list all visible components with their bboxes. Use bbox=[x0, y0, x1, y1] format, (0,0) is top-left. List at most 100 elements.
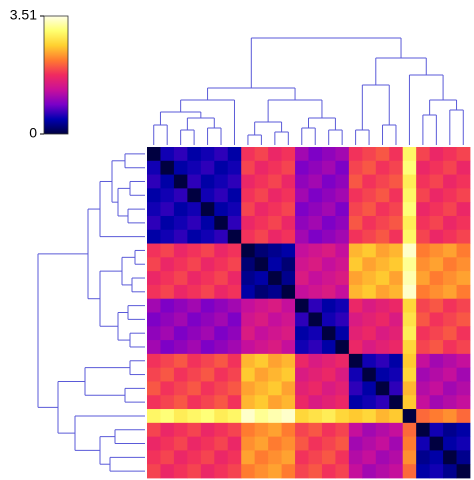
heat-cell bbox=[254, 312, 269, 327]
heat-cell bbox=[429, 298, 444, 313]
heat-cell bbox=[268, 450, 282, 465]
heat-cell bbox=[429, 381, 444, 396]
heat-cell bbox=[389, 326, 404, 341]
heat-cell bbox=[214, 202, 229, 217]
heat-cell bbox=[160, 367, 175, 382]
heat-cell bbox=[456, 284, 471, 300]
heat-cell bbox=[268, 312, 282, 327]
heat-cell bbox=[214, 257, 229, 272]
heat-cell bbox=[429, 367, 444, 382]
heat-cell bbox=[348, 215, 363, 231]
heat-cell bbox=[295, 464, 309, 479]
heat-cell bbox=[200, 147, 215, 162]
heat-cell bbox=[160, 326, 175, 341]
heat-cell bbox=[362, 436, 377, 451]
heat-cell bbox=[348, 202, 363, 217]
heat-cell bbox=[429, 229, 444, 244]
heat-cell bbox=[348, 340, 363, 355]
heat-cell bbox=[402, 326, 417, 341]
heat-cell bbox=[147, 436, 161, 451]
heat-cell bbox=[443, 160, 457, 175]
heat-cell bbox=[241, 284, 256, 300]
heat-cell bbox=[295, 147, 309, 162]
heat-cell bbox=[295, 160, 309, 175]
heat-cell bbox=[241, 409, 256, 424]
heat-cell bbox=[443, 215, 457, 231]
heat-cell bbox=[281, 353, 296, 369]
heat-cell bbox=[241, 381, 256, 396]
heat-cell bbox=[160, 257, 175, 272]
heat-cell bbox=[281, 340, 296, 355]
heat-cell bbox=[214, 409, 229, 424]
heat-cell bbox=[147, 215, 161, 231]
heat-cell bbox=[147, 367, 161, 382]
heat-cell bbox=[268, 464, 282, 479]
heat-cell bbox=[375, 229, 390, 244]
heat-cell bbox=[308, 298, 323, 313]
heat-cell bbox=[456, 367, 471, 382]
heat-cell bbox=[308, 147, 323, 162]
heat-cell bbox=[375, 395, 390, 410]
heat-cell bbox=[335, 243, 350, 258]
heat-cell bbox=[335, 298, 350, 313]
heat-cell bbox=[268, 284, 282, 300]
heat-cell bbox=[429, 422, 444, 438]
heat-cell bbox=[429, 188, 444, 203]
heat-cell bbox=[187, 436, 202, 451]
heat-cell bbox=[429, 284, 444, 300]
heat-cell bbox=[173, 422, 188, 438]
heat-cell bbox=[335, 312, 350, 327]
heat-cell bbox=[241, 367, 256, 382]
heat-cell bbox=[335, 422, 350, 438]
heat-cell bbox=[295, 284, 309, 300]
heat-cell bbox=[295, 188, 309, 203]
heat-cell bbox=[402, 409, 417, 424]
heat-cell bbox=[416, 381, 431, 396]
heat-cell bbox=[227, 160, 242, 175]
heat-cell bbox=[241, 326, 256, 341]
heat-cell bbox=[308, 326, 323, 341]
heat-cell bbox=[295, 450, 309, 465]
heat-cell bbox=[375, 367, 390, 382]
heat-cell bbox=[402, 284, 417, 300]
heat-cell bbox=[160, 409, 175, 424]
heat-cell bbox=[362, 160, 377, 175]
heat-cell bbox=[429, 243, 444, 258]
heat-cell bbox=[173, 243, 188, 258]
heat-cell bbox=[389, 436, 404, 451]
heat-cell bbox=[389, 202, 404, 217]
heat-cell bbox=[227, 340, 242, 355]
heat-cell bbox=[173, 409, 188, 424]
heat-cell bbox=[429, 257, 444, 272]
heat-cell bbox=[295, 353, 309, 369]
heat-cell bbox=[281, 381, 296, 396]
heat-cell bbox=[389, 381, 404, 396]
heat-cell bbox=[295, 257, 309, 272]
heat-cell bbox=[241, 215, 256, 231]
heat-cell bbox=[254, 147, 269, 162]
heat-cell bbox=[375, 381, 390, 396]
heat-cell bbox=[281, 367, 296, 382]
heat-cell bbox=[362, 188, 377, 203]
heat-cell bbox=[295, 367, 309, 382]
heat-cell bbox=[200, 395, 215, 410]
heat-cell bbox=[268, 229, 282, 244]
heat-cell bbox=[254, 395, 269, 410]
heat-cell bbox=[281, 147, 296, 162]
heat-cell bbox=[308, 160, 323, 175]
heat-cell bbox=[160, 395, 175, 410]
heat-cell bbox=[160, 381, 175, 396]
heat-cell bbox=[416, 367, 431, 382]
heat-cell bbox=[268, 395, 282, 410]
heat-cell bbox=[227, 464, 242, 479]
heat-cell bbox=[214, 284, 229, 300]
heat-cell bbox=[321, 174, 336, 189]
heat-cell bbox=[443, 174, 457, 189]
heat-cell bbox=[308, 312, 323, 327]
heat-cell bbox=[335, 147, 350, 162]
heat-cell bbox=[402, 229, 417, 244]
heat-cell bbox=[214, 395, 229, 410]
heat-cell bbox=[321, 229, 336, 244]
heat-cell bbox=[295, 298, 309, 313]
heat-cell bbox=[254, 271, 269, 286]
